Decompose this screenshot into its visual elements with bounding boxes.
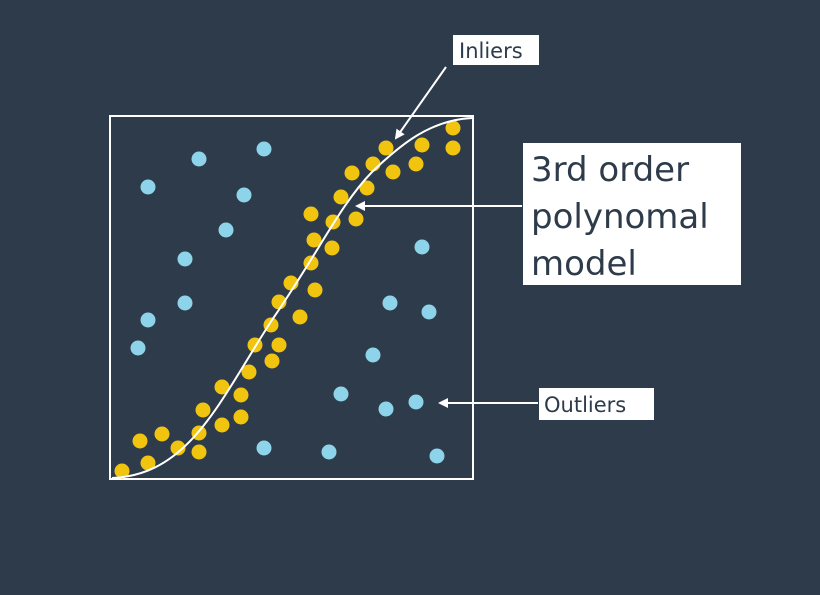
inlier-point (445, 120, 461, 136)
inlier-point (264, 353, 280, 369)
inlier-point (445, 140, 461, 156)
inlier-point (132, 433, 148, 449)
inliers-label: Inliers (459, 39, 523, 63)
outlier-point (408, 394, 424, 410)
inlier-point (233, 409, 249, 425)
outlier-point (365, 347, 381, 363)
model-label-line1: 3rd order (531, 150, 689, 190)
inliers-label-box (453, 35, 539, 65)
polynomial-model-curve (111, 117, 473, 479)
inlier-point (359, 180, 375, 196)
outlier-point (414, 239, 430, 255)
model-label-line2: polynomal (531, 197, 709, 237)
inlier-point (408, 156, 424, 172)
model-label-line3: model (531, 244, 637, 284)
inlier-point (344, 165, 360, 181)
outlier-point (321, 444, 337, 460)
outlier-point (333, 386, 349, 402)
inlier-point (378, 140, 394, 156)
outlier-point (191, 151, 207, 167)
inlier-point (333, 189, 349, 205)
outlier-point (236, 187, 252, 203)
model-label-box (523, 143, 741, 285)
inliers-arrow (394, 66, 447, 140)
inlier-point (385, 164, 401, 180)
outlier-point (429, 448, 445, 464)
outliers-label-box (539, 388, 654, 420)
outlier-point (177, 251, 193, 267)
outliers-label: Outliers (544, 393, 626, 417)
plot-frame (109, 115, 474, 480)
inlier-points (114, 120, 461, 479)
inlier-point (292, 309, 308, 325)
outlier-point (140, 179, 156, 195)
inlier-point (271, 337, 287, 353)
inlier-point (114, 463, 130, 479)
inlier-point (154, 426, 170, 442)
inlier-point (191, 444, 207, 460)
inlier-point (365, 156, 381, 172)
inlier-point (214, 417, 230, 433)
outlier-point (256, 141, 272, 157)
inlier-point (303, 206, 319, 222)
outlier-point (378, 401, 394, 417)
outlier-point (130, 340, 146, 356)
inlier-point (233, 387, 249, 403)
inlier-point (241, 364, 257, 380)
outlier-point (140, 312, 156, 328)
inlier-point (170, 440, 186, 456)
inlier-point (307, 282, 323, 298)
outlier-point (382, 295, 398, 311)
outlier-point (218, 222, 234, 238)
outlier-point (421, 304, 437, 320)
inlier-point (306, 232, 322, 248)
inlier-point (214, 379, 230, 395)
outlier-point (177, 295, 193, 311)
inlier-point (324, 240, 340, 256)
outlier-points (130, 141, 445, 464)
inlier-point (140, 455, 156, 471)
outlier-point (256, 440, 272, 456)
inlier-point (414, 137, 430, 153)
inlier-point (195, 402, 211, 418)
inlier-point (348, 211, 364, 227)
